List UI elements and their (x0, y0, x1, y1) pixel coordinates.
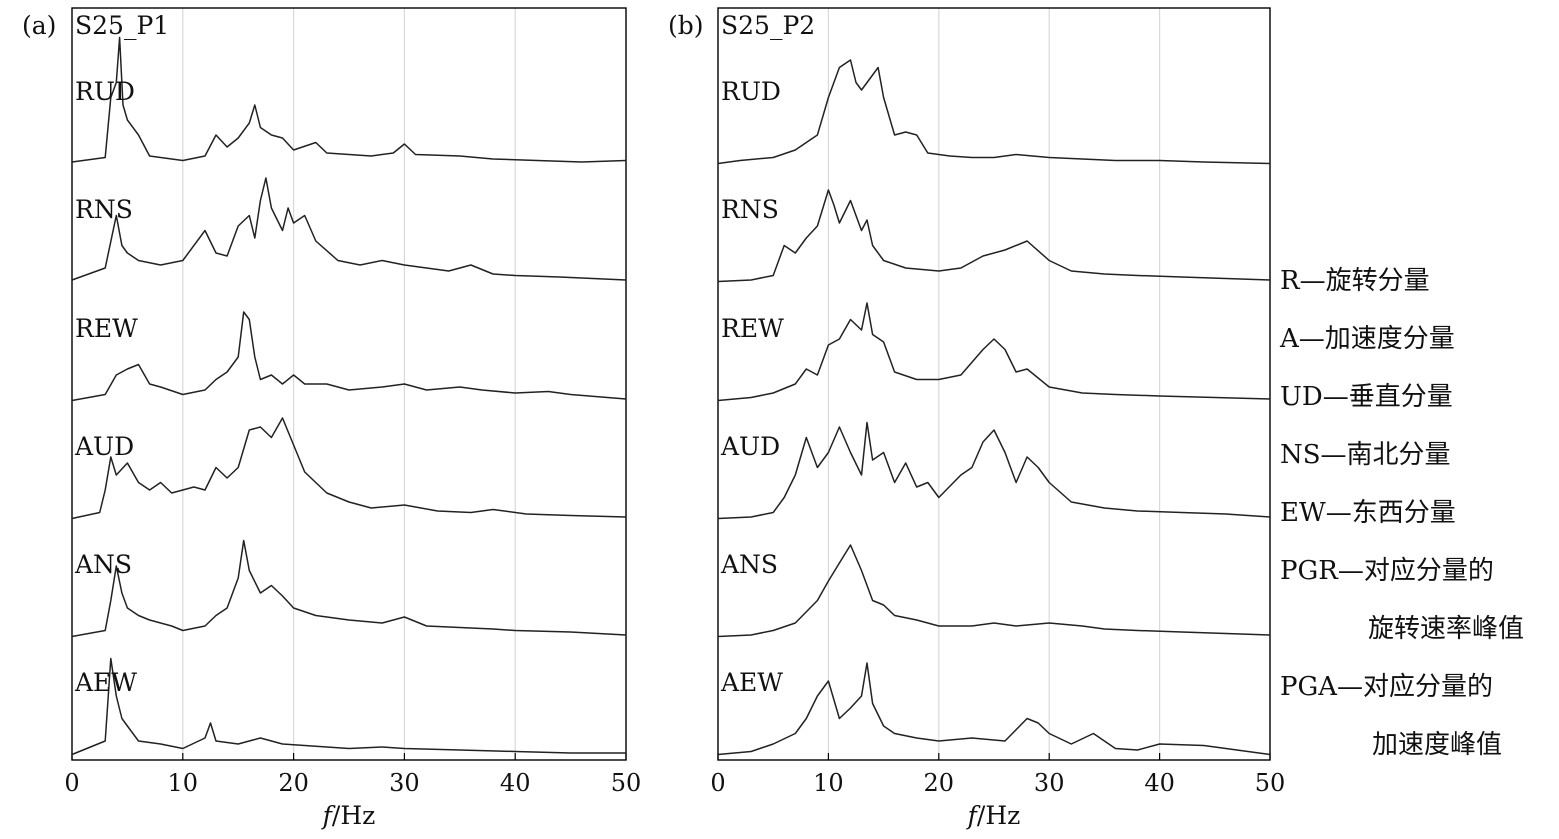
panel-0-tick-label: 0 (64, 769, 79, 797)
panel-1-series-label-rns: RNS (721, 195, 779, 224)
panel-1-series-label-ans: ANS (720, 550, 778, 579)
panel-1-series-label-rud: RUD (721, 77, 781, 106)
panel-1-tick-label: 10 (813, 769, 844, 797)
panel-0-trace-rud (71, 36, 627, 163)
panel-1-tick-label: 20 (924, 769, 955, 797)
legend-pga-cont: 加速度峰值 (1372, 730, 1503, 760)
panel-0-trace-aud (71, 417, 627, 520)
panel-0-series-label-aew: AEW (74, 668, 137, 697)
panel-0-tick-label: 10 (168, 769, 199, 797)
panel-1-tick-label: 0 (710, 769, 725, 797)
panel-1-trace-ans (717, 544, 1271, 638)
panel-0-trace-rns (71, 177, 627, 281)
panel-0-series-label-rud: RUD (75, 77, 135, 106)
panel-1-series-label-aew: AEW (720, 668, 783, 697)
panel-0-trace-rew (71, 311, 627, 402)
panel-0-series-label-rns: RNS (75, 195, 133, 224)
legend-pga: PGA—对应分量的 (1280, 672, 1494, 702)
panel-1-trace-rns (717, 189, 1271, 283)
panel-0-title: S25_P1 (75, 11, 169, 40)
panel-0-series-label-rew: REW (75, 314, 138, 343)
legend-pgr-cont: 旋转速率峰值 (1368, 614, 1525, 644)
panel-0-label: (a) (22, 11, 56, 40)
legend-east-west: EW—东西分量 (1280, 498, 1456, 528)
panel-1-series-label-aud: AUD (720, 432, 780, 461)
panel-1-trace-aew (717, 662, 1271, 756)
legend-vertical: UD—垂直分量 (1280, 382, 1453, 412)
panel-0-series-label-ans: ANS (74, 550, 132, 579)
legend-rotation: R—旋转分量 (1280, 266, 1430, 296)
panel-1-trace-aud (717, 421, 1271, 520)
panel-1-trace-rew (717, 302, 1271, 402)
panel-1-tick-label: 30 (1034, 769, 1065, 797)
panel-1-label: (b) (668, 11, 704, 40)
panel-1-series-label-rew: REW (721, 314, 784, 343)
legend-acceleration: A—加速度分量 (1280, 324, 1455, 354)
legend-north-south: NS—南北分量 (1280, 440, 1451, 470)
panel-1-title: S25_P2 (721, 11, 815, 40)
panel-1-frame (717, 7, 1271, 761)
panel-0-trace-aew (71, 657, 626, 756)
panel-0-xlabel: f/Hz (321, 801, 376, 830)
panel-0-series-label-aud: AUD (74, 432, 134, 461)
panel-0-tick-label: 30 (389, 769, 420, 797)
panel-1-trace-rud (717, 59, 1271, 165)
panel-0-tick-label: 50 (611, 769, 642, 797)
panel-0-frame (71, 7, 627, 761)
panel-1-xlabel: f/Hz (966, 801, 1021, 830)
panel-1-tick-label: 40 (1144, 769, 1175, 797)
legend-pgr: PGR—对应分量的 (1280, 556, 1494, 586)
panel-0-tick-label: 20 (278, 769, 309, 797)
panel-0-trace-ans (71, 539, 627, 638)
panel-0-tick-label: 40 (500, 769, 531, 797)
panel-1-tick-label: 50 (1255, 769, 1286, 797)
